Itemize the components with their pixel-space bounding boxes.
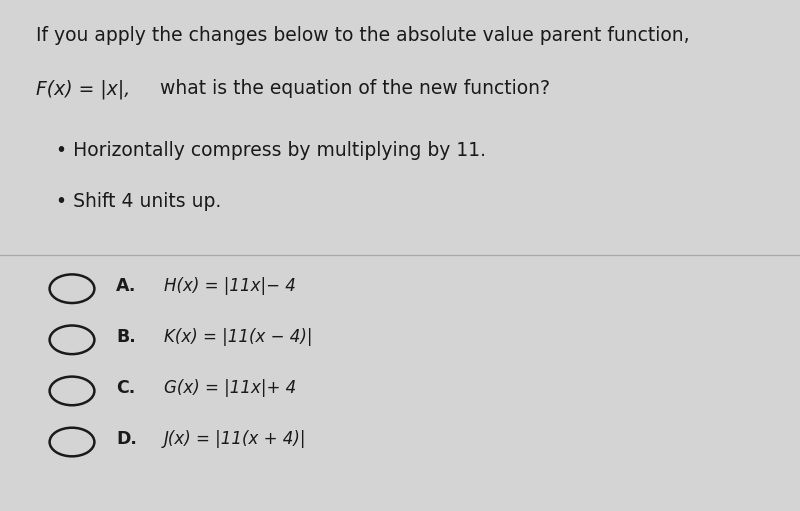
Text: B.: B. <box>116 328 136 346</box>
Text: J(x) = |11(x + 4)|: J(x) = |11(x + 4)| <box>164 430 306 449</box>
Text: If you apply the changes below to the absolute value parent function,: If you apply the changes below to the ab… <box>36 26 690 44</box>
Text: C.: C. <box>116 379 135 398</box>
Text: what is the equation of the new function?: what is the equation of the new function… <box>154 79 550 98</box>
Text: G(x) = |11x|+ 4: G(x) = |11x|+ 4 <box>164 379 296 398</box>
Text: • Horizontally compress by multiplying by 11.: • Horizontally compress by multiplying b… <box>56 141 486 159</box>
Text: A.: A. <box>116 277 136 295</box>
Text: K(x) = |11(x − 4)|: K(x) = |11(x − 4)| <box>164 328 313 346</box>
Text: F(x) = |x|,: F(x) = |x|, <box>36 79 130 99</box>
Text: H(x) = |11x|− 4: H(x) = |11x|− 4 <box>164 277 296 295</box>
Text: D.: D. <box>116 430 137 449</box>
Text: • Shift 4 units up.: • Shift 4 units up. <box>56 192 222 211</box>
